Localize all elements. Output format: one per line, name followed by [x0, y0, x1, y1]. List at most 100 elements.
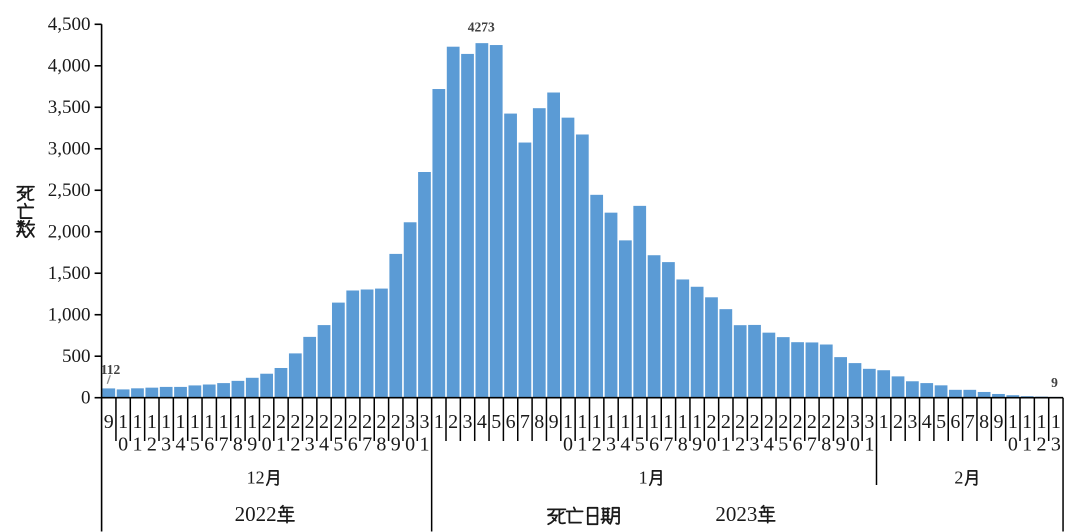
svg-text:1: 1 — [864, 434, 874, 456]
svg-text:2: 2 — [290, 411, 300, 433]
svg-text:3: 3 — [463, 411, 473, 433]
svg-text:7: 7 — [219, 434, 229, 456]
svg-text:1: 1 — [1037, 411, 1047, 433]
svg-text:1: 1 — [247, 411, 257, 433]
svg-text:1: 1 — [176, 411, 186, 433]
svg-text:1: 1 — [620, 411, 630, 433]
svg-text:2: 2 — [750, 411, 760, 433]
svg-text:5: 5 — [491, 411, 501, 433]
svg-text:1: 1 — [132, 411, 142, 433]
svg-text:9: 9 — [836, 434, 846, 456]
svg-text:2: 2 — [348, 411, 358, 433]
svg-text:3: 3 — [606, 434, 616, 456]
svg-text:0: 0 — [405, 434, 415, 456]
svg-text:3: 3 — [1051, 434, 1061, 456]
svg-text:4,000: 4,000 — [48, 56, 91, 77]
svg-text:0: 0 — [118, 434, 128, 456]
svg-text:12: 12 — [247, 468, 265, 488]
svg-text:1: 1 — [118, 411, 128, 433]
svg-text:2: 2 — [721, 411, 731, 433]
svg-text:1: 1 — [563, 411, 573, 433]
svg-text:2: 2 — [836, 411, 846, 433]
svg-text:2: 2 — [735, 411, 745, 433]
svg-text:5: 5 — [778, 434, 788, 456]
svg-text:2: 2 — [147, 434, 157, 456]
svg-text:9: 9 — [1051, 375, 1058, 390]
svg-text:1: 1 — [219, 411, 229, 433]
svg-text:9: 9 — [692, 434, 702, 456]
svg-text:9: 9 — [549, 411, 559, 433]
svg-text:9: 9 — [993, 411, 1003, 433]
svg-text:1: 1 — [233, 411, 243, 433]
svg-text:2: 2 — [290, 434, 300, 456]
svg-text:4: 4 — [922, 411, 932, 433]
svg-text:1: 1 — [606, 411, 616, 433]
svg-text:1: 1 — [721, 434, 731, 456]
svg-text:1: 1 — [879, 411, 889, 433]
svg-text:4273: 4273 — [468, 19, 495, 34]
svg-text:2: 2 — [362, 411, 372, 433]
svg-text:3: 3 — [405, 411, 415, 433]
svg-text:1: 1 — [190, 411, 200, 433]
svg-text:7: 7 — [807, 434, 817, 456]
svg-text:3: 3 — [864, 411, 874, 433]
svg-text:4: 4 — [176, 434, 186, 456]
svg-text:6: 6 — [793, 434, 803, 456]
svg-text:6: 6 — [204, 434, 214, 456]
svg-text:6: 6 — [348, 434, 358, 456]
svg-text:2: 2 — [592, 434, 602, 456]
svg-text:1: 1 — [161, 411, 171, 433]
svg-text:8: 8 — [821, 434, 831, 456]
svg-text:1: 1 — [1022, 411, 1032, 433]
svg-text:5: 5 — [333, 434, 343, 456]
svg-text:6: 6 — [950, 411, 960, 433]
svg-text:7: 7 — [965, 411, 975, 433]
svg-text:2022: 2022 — [235, 502, 277, 526]
svg-text:5: 5 — [190, 434, 200, 456]
svg-text:1: 1 — [434, 411, 444, 433]
svg-text:8: 8 — [376, 434, 386, 456]
svg-text:5: 5 — [936, 411, 946, 433]
svg-text:3: 3 — [907, 411, 917, 433]
svg-text:2: 2 — [333, 411, 343, 433]
svg-text:4: 4 — [477, 411, 487, 433]
svg-text:112: 112 — [101, 362, 121, 377]
svg-text:9: 9 — [391, 434, 401, 456]
svg-text:2: 2 — [305, 411, 315, 433]
svg-text:4: 4 — [620, 434, 630, 456]
svg-text:1,500: 1,500 — [48, 263, 91, 284]
svg-text:2: 2 — [319, 411, 329, 433]
svg-text:1: 1 — [1022, 434, 1032, 456]
svg-text:1: 1 — [639, 468, 648, 488]
svg-text:2: 2 — [735, 434, 745, 456]
svg-text:2023: 2023 — [715, 502, 757, 526]
svg-text:2: 2 — [893, 411, 903, 433]
svg-text:3: 3 — [419, 411, 429, 433]
svg-text:0: 0 — [850, 434, 860, 456]
svg-text:2: 2 — [276, 411, 286, 433]
svg-text:5: 5 — [635, 434, 645, 456]
svg-text:1: 1 — [1008, 411, 1018, 433]
svg-text:1: 1 — [204, 411, 214, 433]
svg-text:1: 1 — [678, 411, 688, 433]
svg-text:2: 2 — [954, 468, 963, 488]
svg-text:9: 9 — [247, 434, 257, 456]
svg-text:6: 6 — [649, 434, 659, 456]
svg-text:0: 0 — [1008, 434, 1018, 456]
svg-text:8: 8 — [233, 434, 243, 456]
svg-text:8: 8 — [678, 434, 688, 456]
svg-text:2: 2 — [376, 411, 386, 433]
svg-text:2: 2 — [778, 411, 788, 433]
svg-text:2,000: 2,000 — [48, 222, 91, 243]
svg-text:3: 3 — [161, 434, 171, 456]
svg-text:1: 1 — [276, 434, 286, 456]
svg-text:9: 9 — [104, 411, 114, 433]
svg-text:1: 1 — [147, 411, 157, 433]
svg-text:1: 1 — [419, 434, 429, 456]
svg-text:7: 7 — [663, 434, 673, 456]
svg-text:3,500: 3,500 — [48, 97, 91, 118]
svg-text:1: 1 — [132, 434, 142, 456]
svg-text:7: 7 — [362, 434, 372, 456]
svg-text:500: 500 — [62, 346, 91, 367]
svg-text:1: 1 — [635, 411, 645, 433]
